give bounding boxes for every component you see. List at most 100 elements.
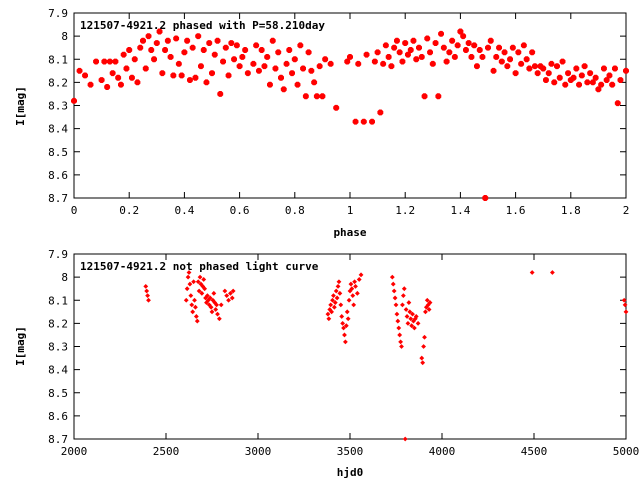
data-point xyxy=(501,49,508,56)
data-point xyxy=(407,309,413,315)
data-point xyxy=(181,49,188,56)
data-point xyxy=(551,79,558,86)
data-point xyxy=(162,47,168,53)
data-point xyxy=(300,65,306,72)
data-point xyxy=(226,297,231,303)
data-point xyxy=(412,316,418,322)
data-point xyxy=(397,332,403,338)
x-axis-label: phase xyxy=(333,226,366,239)
data-point xyxy=(404,314,410,319)
data-point xyxy=(351,302,357,308)
y-axis-label: I[mag] xyxy=(14,326,27,366)
data-point xyxy=(543,77,549,83)
data-point xyxy=(101,58,108,65)
data-point xyxy=(190,309,196,315)
data-point xyxy=(308,67,315,74)
data-point xyxy=(242,47,249,53)
data-point xyxy=(211,51,218,58)
data-point xyxy=(224,293,230,299)
data-point xyxy=(335,283,341,289)
data-point xyxy=(173,35,180,42)
data-point xyxy=(623,67,629,74)
data-point xyxy=(479,54,486,60)
y-tick-label: 8.1 xyxy=(48,53,68,66)
data-point xyxy=(343,323,349,329)
data-point xyxy=(325,311,331,317)
data-point xyxy=(231,56,237,63)
data-point xyxy=(399,344,404,349)
data-point xyxy=(426,307,432,312)
data-point xyxy=(211,290,217,296)
data-point xyxy=(529,49,536,56)
data-point xyxy=(225,72,232,79)
data-point xyxy=(201,277,207,282)
data-point xyxy=(476,47,483,53)
data-point xyxy=(490,67,497,74)
data-point xyxy=(403,307,409,312)
plot-frame xyxy=(73,253,627,440)
data-point xyxy=(239,54,246,60)
data-point xyxy=(187,77,193,83)
data-point xyxy=(532,63,538,70)
data-point xyxy=(427,300,433,305)
data-point xyxy=(343,339,348,345)
data-point xyxy=(449,37,456,44)
data-point xyxy=(188,293,194,299)
data-point xyxy=(410,37,417,44)
data-point xyxy=(195,279,201,285)
data-point xyxy=(137,44,144,51)
data-point xyxy=(398,339,403,345)
data-point xyxy=(331,293,336,299)
y-ticks: 7.9 8 8.1 8.2 8.3 8.4 8.5 8.6 8.7 xyxy=(48,248,626,446)
x-tick-label: 1.2 xyxy=(395,204,415,217)
data-point xyxy=(256,67,262,74)
data-point xyxy=(213,307,219,312)
data-point xyxy=(151,56,157,63)
data-point xyxy=(402,40,409,46)
data-point xyxy=(559,58,566,65)
data-point xyxy=(573,65,580,72)
data-point xyxy=(339,314,345,319)
data-point xyxy=(540,65,547,72)
data-point xyxy=(385,54,392,60)
data-point xyxy=(209,309,215,315)
data-point xyxy=(322,56,329,63)
data-point xyxy=(144,288,150,294)
data-point xyxy=(184,286,190,292)
data-point xyxy=(390,281,396,287)
data-point xyxy=(159,70,166,77)
data-point xyxy=(392,295,398,301)
data-point xyxy=(526,65,533,72)
y-tick-label: 8.1 xyxy=(48,294,68,307)
chart-title: 121507-4921.2 not phased light curve xyxy=(80,260,319,273)
data-point xyxy=(244,70,251,77)
data-point xyxy=(193,304,198,310)
x-tick-label: 1.8 xyxy=(561,204,581,217)
x-tick-label: 5000 xyxy=(613,445,640,458)
data-point xyxy=(313,93,320,100)
data-point xyxy=(134,79,141,86)
data-point xyxy=(562,81,569,88)
data-point xyxy=(612,65,618,72)
data-point xyxy=(350,293,356,299)
data-point xyxy=(205,293,210,299)
data-point xyxy=(206,302,212,308)
x-tick-label: 2 xyxy=(623,204,630,217)
data-point xyxy=(347,288,353,294)
data-point xyxy=(349,286,355,292)
data-point xyxy=(451,54,458,60)
data-point xyxy=(391,44,398,51)
data-point xyxy=(326,316,332,322)
data-point xyxy=(353,283,358,289)
data-point xyxy=(529,270,535,275)
y-tick-label: 7.9 xyxy=(48,7,68,20)
data-point xyxy=(512,70,519,77)
data-point xyxy=(267,81,273,88)
data-point xyxy=(550,270,555,275)
data-point xyxy=(356,277,362,282)
data-point xyxy=(382,42,389,49)
data-point xyxy=(191,279,196,285)
data-point xyxy=(218,302,224,308)
x-tick-label: 0.4 xyxy=(174,204,194,217)
y-tick-label: 8.3 xyxy=(48,100,68,113)
